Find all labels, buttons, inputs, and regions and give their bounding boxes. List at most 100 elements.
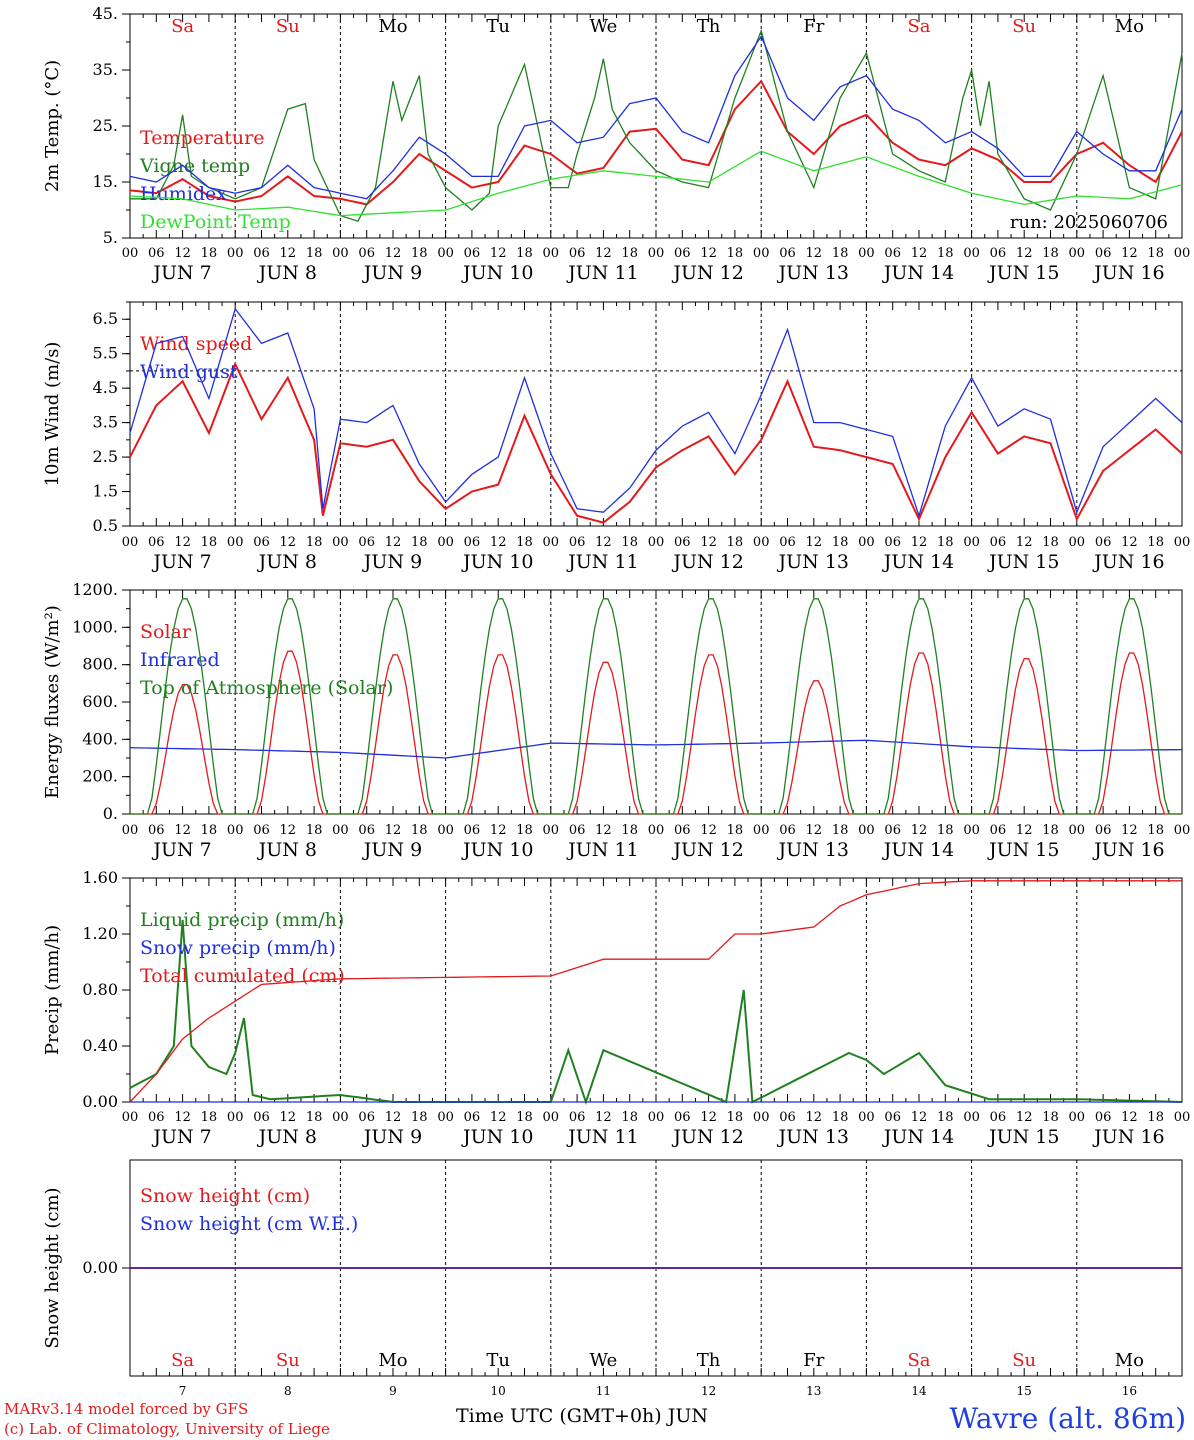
weekday-label: Th (697, 1350, 721, 1371)
hour-tick-label: 00 (1174, 246, 1191, 261)
day-number-label: 13 (806, 1384, 821, 1398)
y-axis-label: Precip (mm/h) (42, 925, 63, 1055)
hour-tick-label: 00 (543, 246, 560, 261)
date-label: JUN 12 (671, 262, 743, 284)
hour-tick-label: 18 (1042, 535, 1059, 550)
hour-tick-label: 12 (595, 823, 612, 838)
legend-entry: Snow height (cm W.E.) (140, 1213, 358, 1235)
series-line-wind-wind-gust (129, 307, 1183, 518)
hour-tick-label: 06 (779, 246, 796, 261)
weekday-label: Tu (486, 1350, 510, 1371)
hour-tick-label: 18 (516, 535, 533, 550)
hour-tick-label: 12 (911, 1110, 928, 1125)
hour-tick-label: 00 (227, 1110, 244, 1125)
hour-tick-label: 18 (306, 823, 323, 838)
y-axis-label: Energy fluxes (W/m²) (42, 605, 63, 799)
legend-entry: Liquid precip (mm/h) (140, 909, 344, 931)
date-label: JUN 7 (151, 839, 211, 861)
hour-tick-label: 18 (1147, 823, 1164, 838)
hour-tick-label: 12 (806, 535, 823, 550)
legend-entry: Humidex (140, 183, 227, 205)
date-label: JUN 14 (882, 551, 954, 573)
hour-tick-label: 12 (806, 823, 823, 838)
date-label: JUN 14 (882, 262, 954, 284)
hour-tick-label: 12 (490, 1110, 507, 1125)
day-number-label: 16 (1122, 1384, 1137, 1398)
hour-tick-label: 18 (411, 246, 428, 261)
hour-tick-label: 12 (1016, 535, 1033, 550)
date-label: JUN 14 (882, 839, 954, 861)
hour-tick-label: 00 (858, 1110, 875, 1125)
hour-tick-label: 00 (122, 823, 139, 838)
hour-tick-label: 06 (1095, 246, 1112, 261)
weekday-label: Su (1012, 16, 1036, 37)
hour-tick-label: 18 (621, 823, 638, 838)
hour-tick-label: 18 (621, 1110, 638, 1125)
date-label: JUN 9 (362, 262, 422, 284)
date-label: JUN 7 (151, 551, 211, 573)
hour-tick-label: 06 (253, 535, 270, 550)
date-label: JUN 15 (987, 1126, 1059, 1148)
day-number-label: 7 (179, 1384, 187, 1398)
hour-tick-label: 00 (753, 246, 770, 261)
weekday-label: Su (276, 16, 300, 37)
hour-tick-label: 18 (832, 246, 849, 261)
hour-tick-label: 00 (227, 823, 244, 838)
hour-tick-label: 06 (884, 1110, 901, 1125)
hour-tick-label: 12 (385, 823, 402, 838)
date-label: JUN 11 (566, 1126, 638, 1148)
date-label: JUN 12 (671, 1126, 743, 1148)
hour-tick-label: 18 (411, 1110, 428, 1125)
hour-tick-label: 12 (385, 246, 402, 261)
y-tick-label: 1200. (72, 580, 118, 599)
y-tick-label: 3.5 (93, 413, 118, 432)
hour-tick-label: 06 (1095, 535, 1112, 550)
hour-tick-label: 00 (227, 246, 244, 261)
hour-tick-label: 06 (779, 535, 796, 550)
hour-tick-label: 06 (464, 1110, 481, 1125)
hour-tick-label: 06 (464, 535, 481, 550)
hour-tick-label: 12 (1121, 246, 1138, 261)
hour-tick-label: 18 (937, 246, 954, 261)
hour-tick-label: 06 (358, 823, 375, 838)
hour-tick-label: 12 (700, 246, 717, 261)
series-line-temperature-temperature (129, 79, 1183, 206)
y-tick-label: 5.5 (93, 344, 118, 363)
hour-tick-label: 18 (727, 535, 744, 550)
hour-tick-label: 00 (648, 1110, 665, 1125)
hour-tick-label: 06 (569, 1110, 586, 1125)
series-line-radiation-top-of-atmosphere-solar- (130, 598, 1182, 815)
weekday-label: Fr (803, 1350, 824, 1371)
date-label: JUN 16 (1092, 551, 1164, 573)
day-number-label: 8 (284, 1384, 292, 1398)
series-line-temperature-dewpoint-temp (129, 150, 1183, 217)
legend-entry: Top of Atmosphere (Solar) (140, 677, 393, 699)
hour-tick-label: 00 (1069, 246, 1086, 261)
hour-tick-label: 00 (963, 1110, 980, 1125)
hour-tick-label: 18 (201, 823, 218, 838)
date-label: JUN 11 (566, 839, 638, 861)
weekday-label: Mo (378, 1350, 407, 1371)
hour-tick-label: 06 (990, 823, 1007, 838)
y-tick-label: 25. (93, 116, 118, 135)
hour-tick-label: 06 (779, 1110, 796, 1125)
hour-tick-label: 06 (358, 246, 375, 261)
time-axis-label: Time UTC (GMT+0h) JUN (456, 1405, 708, 1427)
day-number-label: 11 (596, 1384, 611, 1398)
hour-tick-label: 18 (1147, 535, 1164, 550)
hour-tick-label: 12 (595, 246, 612, 261)
hour-tick-label: 06 (464, 246, 481, 261)
hour-tick-label: 18 (1042, 823, 1059, 838)
date-label: JUN 10 (461, 262, 533, 284)
hour-tick-label: 06 (358, 1110, 375, 1125)
hour-tick-label: 06 (674, 1110, 691, 1125)
hour-tick-label: 00 (122, 1110, 139, 1125)
date-label: JUN 9 (362, 1126, 422, 1148)
hour-tick-label: 12 (490, 535, 507, 550)
day-number-label: 9 (389, 1384, 397, 1398)
hour-tick-label: 12 (700, 535, 717, 550)
legend-entry: Infrared (140, 649, 220, 671)
hour-tick-label: 00 (648, 246, 665, 261)
y-tick-label: 0. (103, 804, 118, 823)
hour-tick-label: 18 (727, 1110, 744, 1125)
